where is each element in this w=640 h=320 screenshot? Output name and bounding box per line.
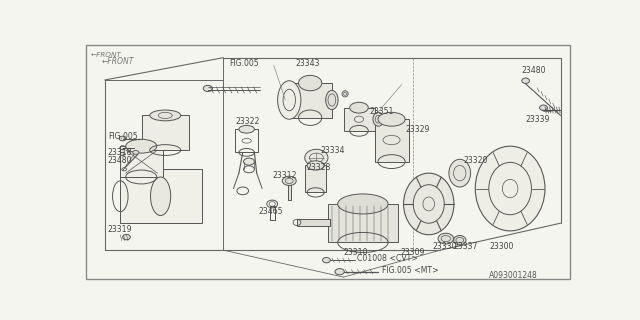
Bar (235, 129, 259, 152)
Text: 23339: 23339 (525, 115, 550, 124)
Ellipse shape (125, 139, 157, 153)
Ellipse shape (335, 268, 344, 275)
Text: 23343: 23343 (296, 59, 320, 68)
Text: 23337: 23337 (454, 242, 478, 251)
Ellipse shape (323, 258, 330, 263)
Ellipse shape (438, 233, 454, 244)
Bar (297, 219, 330, 226)
Ellipse shape (326, 90, 338, 110)
Ellipse shape (150, 177, 171, 215)
Ellipse shape (454, 236, 466, 245)
Text: 23310: 23310 (344, 248, 368, 257)
Text: FIG.005 <MT>: FIG.005 <MT> (382, 267, 439, 276)
Ellipse shape (298, 76, 322, 91)
Text: 23319: 23319 (108, 225, 132, 234)
Text: 23334: 23334 (320, 146, 345, 155)
Text: C01008 <CVT>: C01008 <CVT> (358, 254, 419, 263)
Ellipse shape (239, 125, 254, 133)
Text: 23480: 23480 (108, 156, 132, 164)
Bar (289, 83, 332, 118)
Ellipse shape (132, 150, 139, 154)
Text: 23322: 23322 (235, 117, 259, 126)
Text: ←FRONT: ←FRONT (91, 52, 122, 58)
Ellipse shape (378, 112, 405, 126)
Ellipse shape (119, 136, 126, 141)
Text: 23480: 23480 (522, 66, 547, 75)
Ellipse shape (476, 146, 545, 231)
Ellipse shape (305, 149, 328, 166)
Ellipse shape (204, 85, 212, 92)
Ellipse shape (282, 176, 296, 186)
Text: 23328: 23328 (307, 163, 331, 172)
Text: 23312: 23312 (272, 171, 297, 180)
Text: 23320: 23320 (463, 156, 488, 164)
Ellipse shape (338, 194, 388, 214)
Bar (288, 185, 291, 200)
Text: FIG.005: FIG.005 (108, 132, 138, 141)
Text: 23329: 23329 (406, 125, 430, 134)
Bar (120, 146, 163, 177)
Bar (328, 204, 397, 243)
Text: 23351: 23351 (370, 107, 394, 116)
Bar (344, 108, 374, 131)
Bar (142, 116, 189, 150)
Text: A093001248: A093001248 (489, 271, 538, 280)
Ellipse shape (150, 110, 180, 121)
Text: 23300: 23300 (489, 242, 513, 251)
Bar (270, 206, 275, 220)
Ellipse shape (342, 91, 348, 97)
Text: 23309: 23309 (400, 248, 424, 257)
Ellipse shape (404, 173, 454, 235)
Bar (305, 165, 326, 192)
Ellipse shape (278, 81, 301, 119)
Ellipse shape (522, 78, 529, 84)
Text: 23318: 23318 (108, 148, 132, 157)
Bar (120, 169, 202, 223)
Ellipse shape (349, 102, 368, 113)
Text: ←FRONT: ←FRONT (102, 57, 134, 66)
Text: FIG.005: FIG.005 (229, 59, 259, 68)
Ellipse shape (244, 158, 254, 165)
Text: 23330: 23330 (433, 242, 457, 251)
Ellipse shape (449, 159, 470, 187)
Ellipse shape (307, 161, 324, 170)
Ellipse shape (373, 112, 384, 126)
Ellipse shape (123, 234, 131, 240)
Text: 23465: 23465 (259, 207, 283, 216)
Ellipse shape (540, 105, 547, 110)
Bar (374, 119, 410, 162)
